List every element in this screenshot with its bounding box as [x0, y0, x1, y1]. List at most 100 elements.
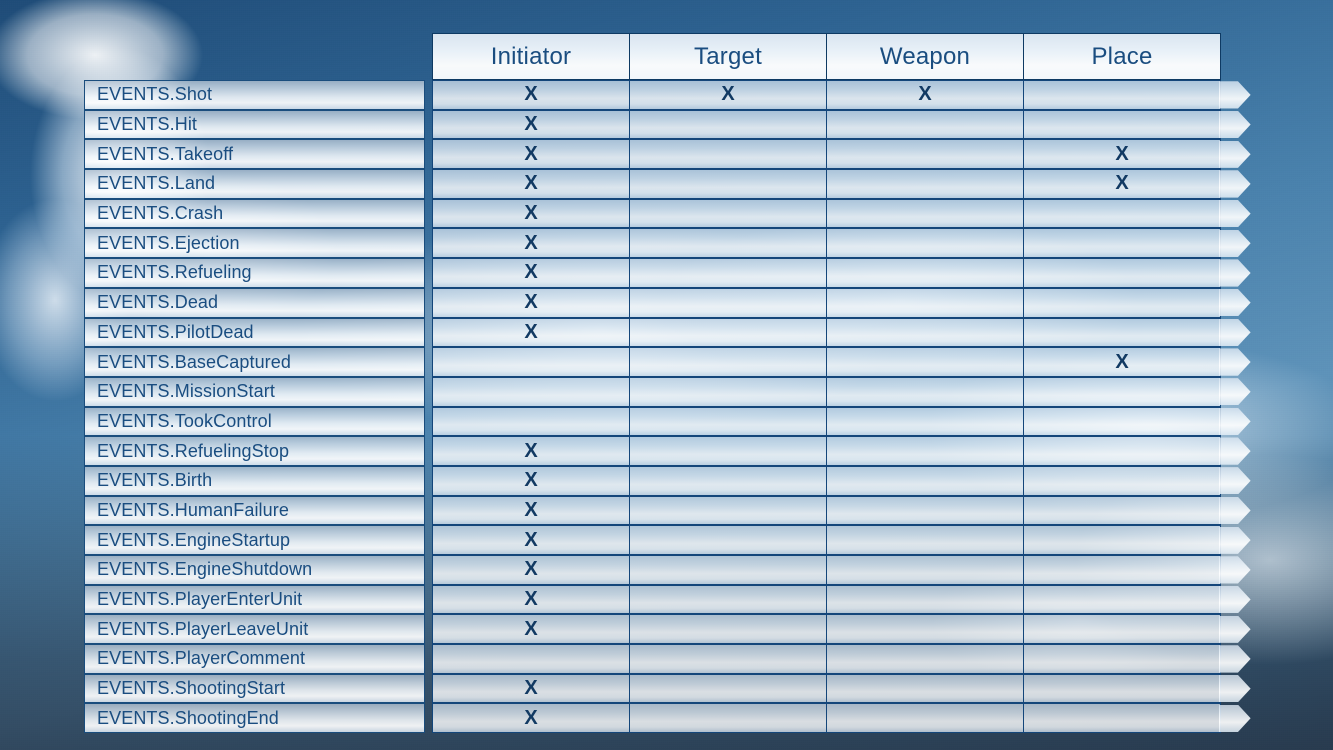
table-row[interactable]: EVENTS.ShootingEnd X: [84, 703, 1252, 734]
cell-place[interactable]: X: [1023, 139, 1221, 170]
column-header-place[interactable]: Place: [1023, 33, 1221, 80]
cell-initiator[interactable]: X: [432, 495, 630, 526]
cell-place[interactable]: [1023, 80, 1221, 110]
cell-weapon[interactable]: [826, 465, 1024, 496]
cell-initiator[interactable]: X: [432, 525, 630, 555]
cell-weapon[interactable]: [826, 555, 1024, 585]
cell-place[interactable]: [1023, 198, 1221, 229]
table-row[interactable]: EVENTS.RefuelingStop X: [84, 436, 1252, 466]
cell-initiator[interactable]: [432, 406, 630, 437]
cell-target[interactable]: X: [629, 80, 827, 110]
table-row[interactable]: EVENTS.ShootingStart X: [84, 673, 1252, 704]
cell-weapon[interactable]: [826, 584, 1024, 615]
event-name-cell[interactable]: EVENTS.Hit: [84, 109, 425, 140]
event-name-cell[interactable]: EVENTS.PlayerEnterUnit: [84, 584, 425, 615]
cell-target[interactable]: [629, 614, 827, 645]
event-name-cell[interactable]: EVENTS.Shot: [84, 80, 425, 110]
cell-target[interactable]: [629, 347, 827, 377]
event-name-cell[interactable]: EVENTS.EngineShutdown: [84, 555, 425, 585]
cell-target[interactable]: [629, 644, 827, 674]
cell-place[interactable]: [1023, 317, 1221, 348]
cell-weapon[interactable]: [826, 673, 1024, 704]
cell-target[interactable]: [629, 287, 827, 318]
event-name-cell[interactable]: EVENTS.Takeoff: [84, 139, 425, 170]
cell-place[interactable]: [1023, 258, 1221, 288]
cell-weapon[interactable]: [826, 198, 1024, 229]
table-row[interactable]: EVENTS.Takeoff X X: [84, 139, 1252, 170]
table-row[interactable]: EVENTS.PlayerComment: [84, 644, 1252, 674]
event-name-cell[interactable]: EVENTS.BaseCaptured: [84, 347, 425, 377]
cell-place[interactable]: [1023, 376, 1221, 407]
cell-initiator[interactable]: X: [432, 555, 630, 585]
event-name-cell[interactable]: EVENTS.PlayerComment: [84, 644, 425, 674]
cell-place[interactable]: [1023, 436, 1221, 466]
event-name-cell[interactable]: EVENTS.RefuelingStop: [84, 436, 425, 466]
cell-initiator[interactable]: X: [432, 80, 630, 110]
table-row[interactable]: EVENTS.EngineShutdown X: [84, 555, 1252, 585]
event-name-cell[interactable]: EVENTS.ShootingStart: [84, 673, 425, 704]
cell-place[interactable]: X: [1023, 347, 1221, 377]
cell-weapon[interactable]: [826, 525, 1024, 555]
cell-place[interactable]: [1023, 555, 1221, 585]
cell-initiator[interactable]: X: [432, 465, 630, 496]
event-name-cell[interactable]: EVENTS.Crash: [84, 198, 425, 229]
cell-target[interactable]: [629, 109, 827, 140]
event-name-cell[interactable]: EVENTS.ShootingEnd: [84, 703, 425, 734]
cell-target[interactable]: [629, 584, 827, 615]
table-row[interactable]: EVENTS.Birth X: [84, 465, 1252, 496]
cell-place[interactable]: [1023, 614, 1221, 645]
cell-initiator[interactable]: X: [432, 614, 630, 645]
cell-weapon[interactable]: [826, 287, 1024, 318]
cell-weapon[interactable]: [826, 228, 1024, 259]
cell-place[interactable]: [1023, 673, 1221, 704]
table-row[interactable]: EVENTS.EngineStartup X: [84, 525, 1252, 555]
table-row[interactable]: EVENTS.Land X X: [84, 169, 1252, 199]
cell-target[interactable]: [629, 495, 827, 526]
cell-weapon[interactable]: [826, 436, 1024, 466]
cell-initiator[interactable]: X: [432, 258, 630, 288]
column-header-target[interactable]: Target: [629, 33, 827, 80]
cell-target[interactable]: [629, 673, 827, 704]
cell-place[interactable]: [1023, 109, 1221, 140]
table-row[interactable]: EVENTS.Refueling X: [84, 258, 1252, 288]
cell-initiator[interactable]: X: [432, 169, 630, 199]
cell-weapon[interactable]: [826, 347, 1024, 377]
event-name-cell[interactable]: EVENTS.Refueling: [84, 258, 425, 288]
cell-weapon[interactable]: [826, 139, 1024, 170]
cell-place[interactable]: [1023, 525, 1221, 555]
event-name-cell[interactable]: EVENTS.EngineStartup: [84, 525, 425, 555]
event-name-cell[interactable]: EVENTS.HumanFailure: [84, 495, 425, 526]
cell-initiator[interactable]: X: [432, 228, 630, 259]
cell-target[interactable]: [629, 406, 827, 437]
event-name-cell[interactable]: EVENTS.Dead: [84, 287, 425, 318]
cell-weapon[interactable]: X: [826, 80, 1024, 110]
table-row[interactable]: EVENTS.TookControl: [84, 406, 1252, 437]
cell-place[interactable]: [1023, 495, 1221, 526]
table-row[interactable]: EVENTS.Hit X: [84, 109, 1252, 140]
cell-place[interactable]: [1023, 287, 1221, 318]
cell-place[interactable]: [1023, 228, 1221, 259]
cell-target[interactable]: [629, 228, 827, 259]
cell-initiator[interactable]: X: [432, 436, 630, 466]
cell-initiator[interactable]: [432, 644, 630, 674]
cell-place[interactable]: X: [1023, 169, 1221, 199]
table-row[interactable]: EVENTS.Dead X: [84, 287, 1252, 318]
cell-weapon[interactable]: [826, 169, 1024, 199]
cell-weapon[interactable]: [826, 495, 1024, 526]
cell-target[interactable]: [629, 555, 827, 585]
event-name-cell[interactable]: EVENTS.PilotDead: [84, 317, 425, 348]
cell-initiator[interactable]: X: [432, 673, 630, 704]
cell-weapon[interactable]: [826, 258, 1024, 288]
cell-place[interactable]: [1023, 584, 1221, 615]
cell-initiator[interactable]: X: [432, 198, 630, 229]
cell-initiator[interactable]: X: [432, 109, 630, 140]
event-name-cell[interactable]: EVENTS.Birth: [84, 465, 425, 496]
table-row[interactable]: EVENTS.Shot X X X: [84, 80, 1252, 110]
cell-weapon[interactable]: [826, 703, 1024, 734]
cell-initiator[interactable]: [432, 347, 630, 377]
cell-initiator[interactable]: X: [432, 139, 630, 170]
cell-target[interactable]: [629, 139, 827, 170]
cell-target[interactable]: [629, 198, 827, 229]
event-name-cell[interactable]: EVENTS.MissionStart: [84, 376, 425, 407]
event-name-cell[interactable]: EVENTS.Ejection: [84, 228, 425, 259]
